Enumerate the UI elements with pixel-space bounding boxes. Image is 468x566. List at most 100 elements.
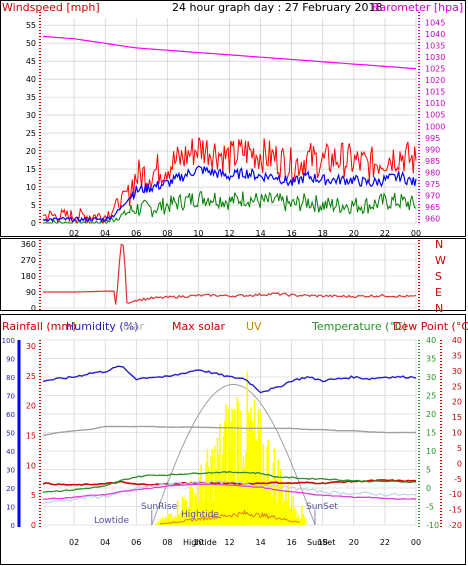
humidity-y-tick-label: 90 — [6, 356, 15, 364]
barometer-y-tick-label: 975 — [425, 180, 440, 189]
rainfall-y-tick-label: 5 — [31, 491, 36, 500]
direction-compass-label: N — [435, 238, 443, 251]
temp-x-tick-label: 04 — [100, 538, 110, 547]
dew-point-y-tick-label: 25 — [452, 382, 462, 391]
annotation-lowtide: Lowtide — [94, 516, 129, 526]
legend-uv: UV — [246, 320, 262, 333]
temp-gridlines — [43, 339, 417, 526]
rainfall-y-tick-label: 25 — [26, 372, 36, 381]
direction-y-tick-label: 90 — [26, 288, 36, 297]
barometer-y-tick-label: 1025 — [425, 65, 445, 74]
series-max-solar-arc — [151, 383, 316, 526]
wind-x-tick-label: 00 — [411, 229, 421, 238]
humidity-y-tick-label: 20 — [6, 485, 15, 493]
direction-compass-label: E — [435, 286, 442, 299]
temp-x-tick-label: 06 — [131, 538, 141, 547]
humidity-y-tick-label: 30 — [6, 467, 15, 475]
wind-y-tick-label: 15 — [26, 165, 36, 174]
wind-x-tick-label: 22 — [380, 229, 390, 238]
temp-x-tick-label: 10 — [193, 538, 203, 547]
barometer-axis-title: Barometer [hpa] — [372, 1, 463, 14]
rainfall-y-tick-label: 10 — [26, 461, 36, 470]
temp-x-tick-label: 14 — [255, 538, 265, 547]
bottom-label-hightide: Hightide — [183, 538, 217, 547]
wind-x-tick-label: 16 — [287, 229, 297, 238]
wind-y-tick-label: 5 — [31, 201, 36, 210]
rainfall-y-tick-label: 30 — [26, 342, 36, 351]
wind-y-tick-label: 40 — [26, 75, 36, 84]
wind-x-tick-label: 08 — [162, 229, 172, 238]
temperature-y-tick-label: 10 — [426, 447, 436, 456]
humidity-y-tick-label: 60 — [6, 411, 15, 419]
barometer-y-tick-label: 980 — [425, 168, 440, 177]
dew-point-y-tick-label: 40 — [452, 336, 462, 345]
rainfall-y-tick-label: 0 — [31, 521, 36, 530]
barometer-y-tick-label: 985 — [425, 157, 440, 166]
wind-x-tick-label: 20 — [349, 229, 359, 238]
dew-point-y-tick-label: 15 — [452, 413, 462, 422]
temp-x-tick-label: 20 — [349, 538, 359, 547]
direction-compass-label: N — [435, 302, 443, 315]
temp-x-tick-label: 16 — [287, 538, 297, 547]
barometer-y-tick-label: 1015 — [425, 88, 445, 97]
temp-x-tick-label: 00 — [411, 538, 421, 547]
wind-x-tick-label: 18 — [318, 229, 328, 238]
legend-rainfall: Rainfall (mm) — [2, 320, 76, 333]
chart-title: 24 hour graph day : 27 February 2018 — [172, 1, 383, 14]
humidity-y-tick-label: 100 — [2, 337, 15, 345]
dew-point-y-tick-label: 30 — [452, 367, 462, 376]
wind-x-tick-label: 10 — [193, 229, 203, 238]
temperature-y-tick-label: 0 — [426, 484, 431, 493]
direction-y-tick-label: 270 — [21, 256, 36, 265]
temperature-y-tick-label: 35 — [426, 355, 436, 364]
barometer-y-tick-label: 965 — [425, 203, 440, 212]
barometer-y-tick-label: 1045 — [425, 19, 445, 28]
wind-y-tick-label: 0 — [31, 219, 36, 228]
direction-y-tick-label: 360 — [21, 240, 36, 249]
axes: 0510152025303540455055960965970975980985… — [2, 12, 462, 547]
series-max-solar — [42, 425, 416, 437]
wind-x-tick-label: 04 — [100, 229, 110, 238]
legend-dew-point: Dew Point (°C) — [393, 320, 468, 333]
series-humidity — [42, 365, 417, 394]
direction-gridlines — [43, 243, 417, 309]
wind-y-tick-label: 50 — [26, 39, 36, 48]
series-temperature — [42, 470, 417, 493]
temp-x-tick-label: 08 — [162, 538, 172, 547]
chart-marks — [42, 35, 417, 526]
barometer-y-tick-label: 1030 — [425, 53, 445, 62]
bottom-label-sunset: SunSet — [307, 538, 335, 547]
series-wind-average — [42, 165, 417, 223]
wind-x-tick-label: 02 — [69, 229, 79, 238]
temp-x-tick-label: 12 — [224, 538, 234, 547]
humidity-y-tick-label: 70 — [6, 393, 15, 401]
dew-point-y-tick-label: 0 — [457, 459, 462, 468]
rainfall-y-tick-label: 15 — [26, 431, 36, 440]
barometer-y-tick-label: 1000 — [425, 122, 445, 131]
temperature-y-tick-label: 40 — [426, 336, 436, 345]
windspeed-axis-title: Windspeed [mph] — [2, 1, 100, 14]
series-barometer — [42, 35, 417, 70]
wind-y-tick-label: 30 — [26, 111, 36, 120]
humidity-y-tick-label: 0 — [11, 522, 15, 530]
temperature-y-tick-label: 5 — [426, 466, 431, 475]
rainfall-y-tick-label: 20 — [26, 402, 36, 411]
dew-point-y-tick-label: 35 — [452, 351, 462, 360]
temperature-y-tick-label: 25 — [426, 392, 436, 401]
wind-x-tick-label: 12 — [224, 229, 234, 238]
wind-x-tick-label: 06 — [131, 229, 141, 238]
direction-compass-label: S — [435, 270, 442, 283]
wind-gridlines — [43, 18, 417, 224]
wind-x-tick-label: 14 — [255, 229, 265, 238]
temp-x-tick-label: 02 — [69, 538, 79, 547]
wind-y-tick-label: 45 — [26, 57, 36, 66]
annotation-hightide: Hightide — [181, 510, 219, 520]
barometer-y-tick-label: 1040 — [425, 30, 445, 39]
humidity-y-tick-label: 50 — [6, 430, 15, 438]
direction-compass-label: W — [435, 254, 446, 267]
barometer-y-tick-label: 990 — [425, 145, 440, 154]
barometer-y-tick-label: 960 — [425, 214, 440, 223]
humidity-y-tick-label: 80 — [6, 374, 15, 382]
temperature-y-tick-label: 20 — [426, 410, 436, 419]
